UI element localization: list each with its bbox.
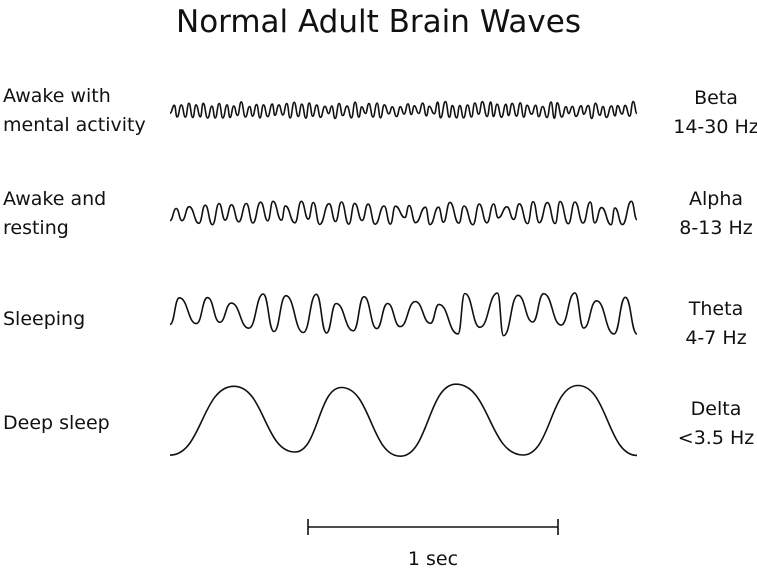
- band-name: Theta: [688, 298, 744, 320]
- band-label-alpha: Alpha 8-13 Hz: [670, 185, 757, 243]
- band-label-theta: Theta 4-7 Hz: [670, 295, 757, 353]
- theta-wave: [169, 292, 638, 337]
- state-line: Sleeping: [3, 308, 86, 330]
- delta-wave: [169, 383, 638, 458]
- alpha-wave: [169, 200, 638, 226]
- state-line: Awake with: [3, 85, 111, 107]
- state-label-alpha: Awake and resting: [3, 185, 106, 243]
- band-range: <3.5 Hz: [677, 427, 755, 449]
- state-line: mental activity: [3, 114, 146, 136]
- state-line: Deep sleep: [3, 412, 110, 434]
- state-line: resting: [3, 217, 69, 239]
- scale-bar-label: 1 sec: [407, 548, 459, 570]
- band-range: 4-7 Hz: [685, 327, 747, 349]
- band-name: Delta: [690, 398, 742, 420]
- state-line: Awake and: [3, 188, 107, 210]
- band-label-beta: Beta 14-30 Hz: [670, 84, 757, 142]
- band-range: 14-30 Hz: [673, 116, 757, 138]
- state-label-delta: Deep sleep: [3, 409, 110, 438]
- diagram-title: Normal Adult Brain Waves: [176, 4, 581, 40]
- state-label-theta: Sleeping: [3, 305, 85, 334]
- beta-wave: [169, 100, 638, 120]
- band-range: 8-13 Hz: [679, 217, 753, 239]
- state-label-beta: Awake with mental activity: [3, 82, 146, 140]
- band-name: Beta: [694, 87, 738, 109]
- band-label-delta: Delta <3.5 Hz: [670, 395, 757, 453]
- band-name: Alpha: [688, 188, 744, 210]
- scale-bar: [307, 519, 559, 535]
